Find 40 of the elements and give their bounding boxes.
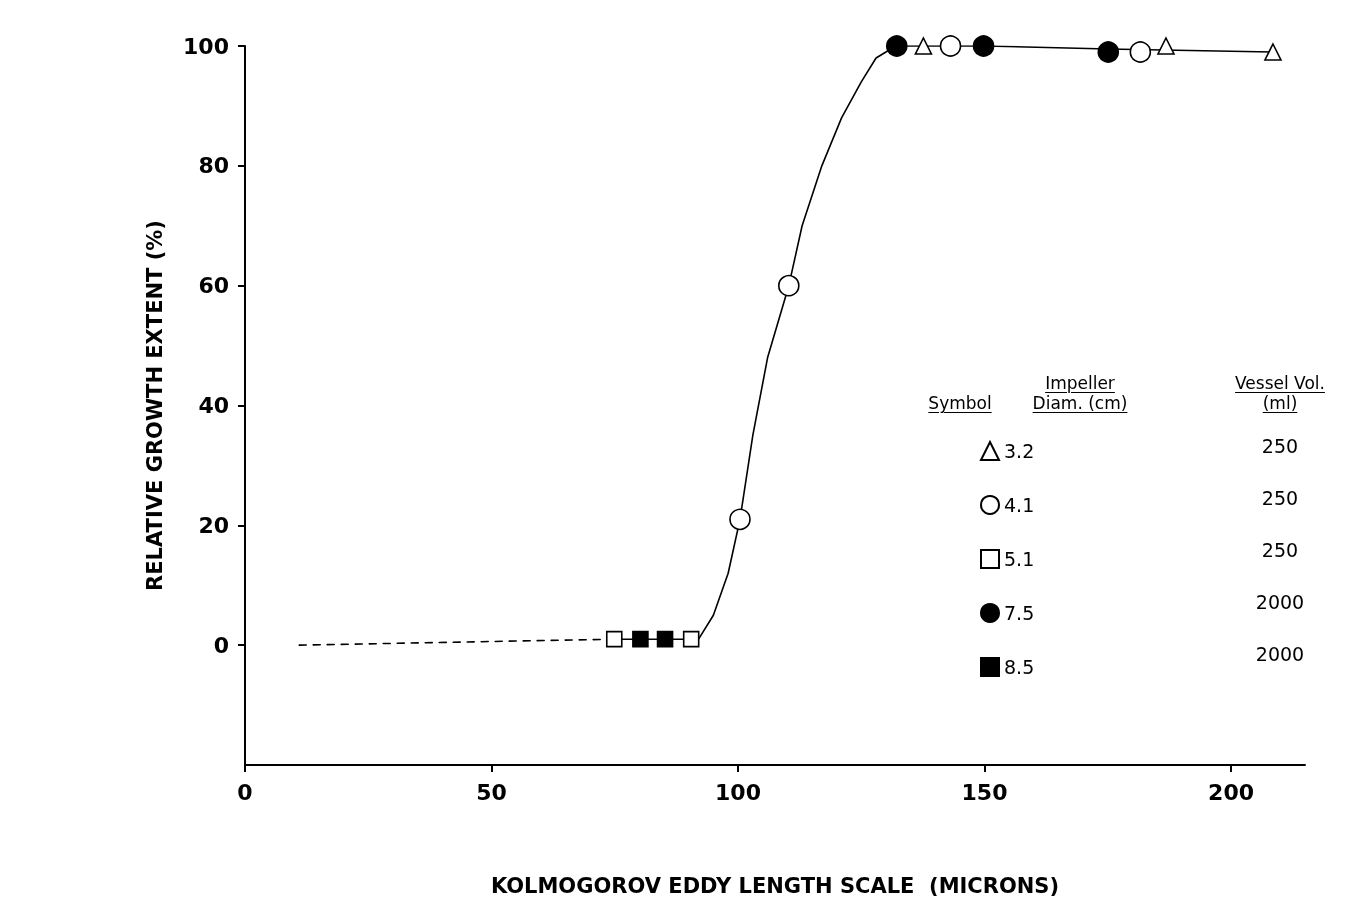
point <box>914 37 933 55</box>
y-tick-label: 100 <box>183 33 229 59</box>
point <box>1157 37 1175 55</box>
annotation: Vessel Vol. (ml) <box>1234 373 1326 413</box>
point <box>605 630 623 648</box>
point <box>682 630 700 648</box>
annotation: Impeller Diam. (cm) <box>1031 373 1129 413</box>
x-tick-label: 100 <box>715 779 761 805</box>
legend-title: Symbol <box>928 393 992 413</box>
y-tick-label: 0 <box>213 632 229 658</box>
x-tick-label: 0 <box>237 779 253 805</box>
point <box>632 630 649 648</box>
y-tick-label: 80 <box>198 153 229 179</box>
x-tick-label: 150 <box>961 779 1008 805</box>
x-tick-label: 50 <box>476 779 507 805</box>
y-axis-title: RELATIVE GROWTH EXTENT (%) <box>142 220 167 591</box>
x-tick-label: 200 <box>1208 779 1255 805</box>
annotation: 2000 <box>1255 591 1305 613</box>
legend-label: 4.1 <box>1004 494 1035 516</box>
y-tick-label: 60 <box>198 273 229 299</box>
point <box>1097 41 1120 63</box>
y-tick-label: 40 <box>198 393 229 418</box>
annotation: 250 <box>1261 539 1299 561</box>
legend-label: 5.1 <box>1004 548 1035 570</box>
annotation: 250 <box>1261 487 1299 509</box>
point <box>778 274 800 297</box>
annotation: 2000 <box>1255 643 1305 665</box>
point <box>1129 41 1152 63</box>
point <box>972 35 995 57</box>
y-tick-label: 20 <box>198 512 229 538</box>
legend-label: 3.2 <box>1004 440 1035 462</box>
annotation: 250 <box>1261 435 1299 457</box>
point <box>939 35 962 57</box>
x-axis-title: KOLMOGOROV EDDY LENGTH SCALE (MICRONS) <box>490 873 1060 898</box>
point <box>1264 43 1282 61</box>
legend-label: 8.5 <box>1004 656 1035 678</box>
point <box>729 508 751 531</box>
legend-label: 7.5 <box>1004 602 1035 624</box>
point <box>656 630 674 648</box>
point <box>886 35 908 57</box>
